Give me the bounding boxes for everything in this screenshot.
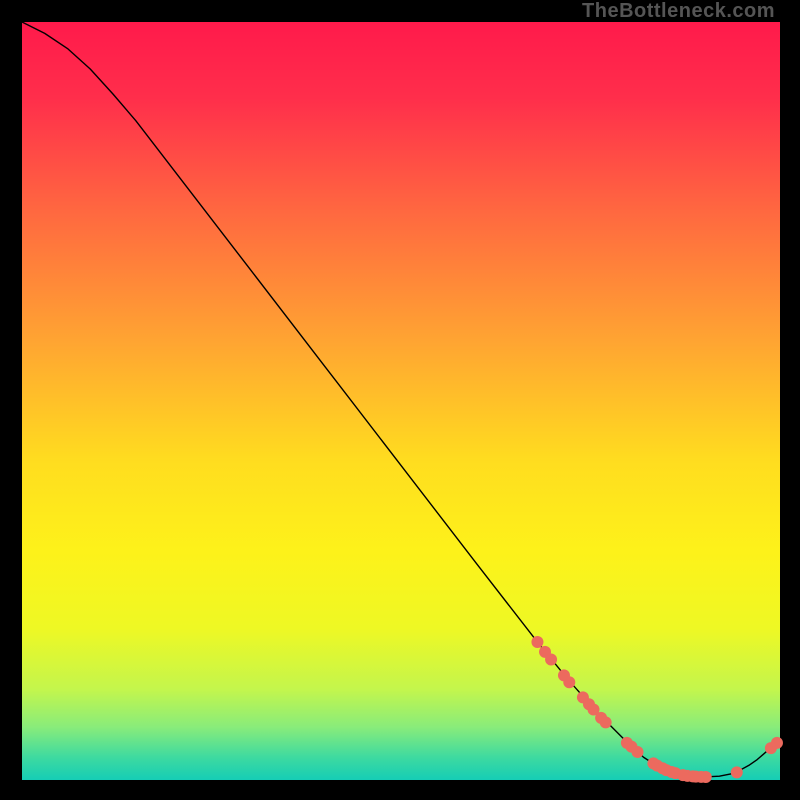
data-point: [731, 766, 743, 778]
watermark-text: TheBottleneck.com: [582, 0, 775, 23]
data-point: [600, 716, 612, 728]
data-point: [632, 746, 644, 758]
data-point: [771, 737, 783, 749]
bottleneck-chart-svg: [0, 0, 800, 800]
data-point: [563, 676, 575, 688]
plot-background: [22, 22, 780, 780]
data-point: [531, 636, 543, 648]
chart-canvas: TheBottleneck.com: [0, 0, 800, 800]
data-point: [700, 771, 712, 783]
data-point: [545, 653, 557, 665]
